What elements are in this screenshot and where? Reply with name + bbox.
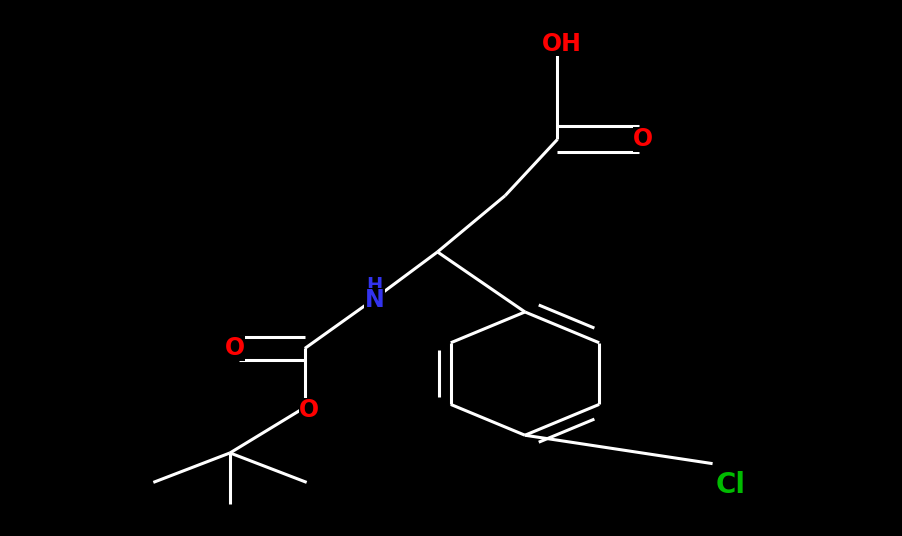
Text: H: H [366, 276, 382, 295]
Text: O: O [299, 398, 319, 422]
Text: OH: OH [542, 32, 582, 56]
Text: O: O [633, 128, 653, 151]
Text: O: O [225, 337, 244, 360]
Text: Cl: Cl [715, 471, 746, 499]
Text: N: N [364, 288, 384, 312]
